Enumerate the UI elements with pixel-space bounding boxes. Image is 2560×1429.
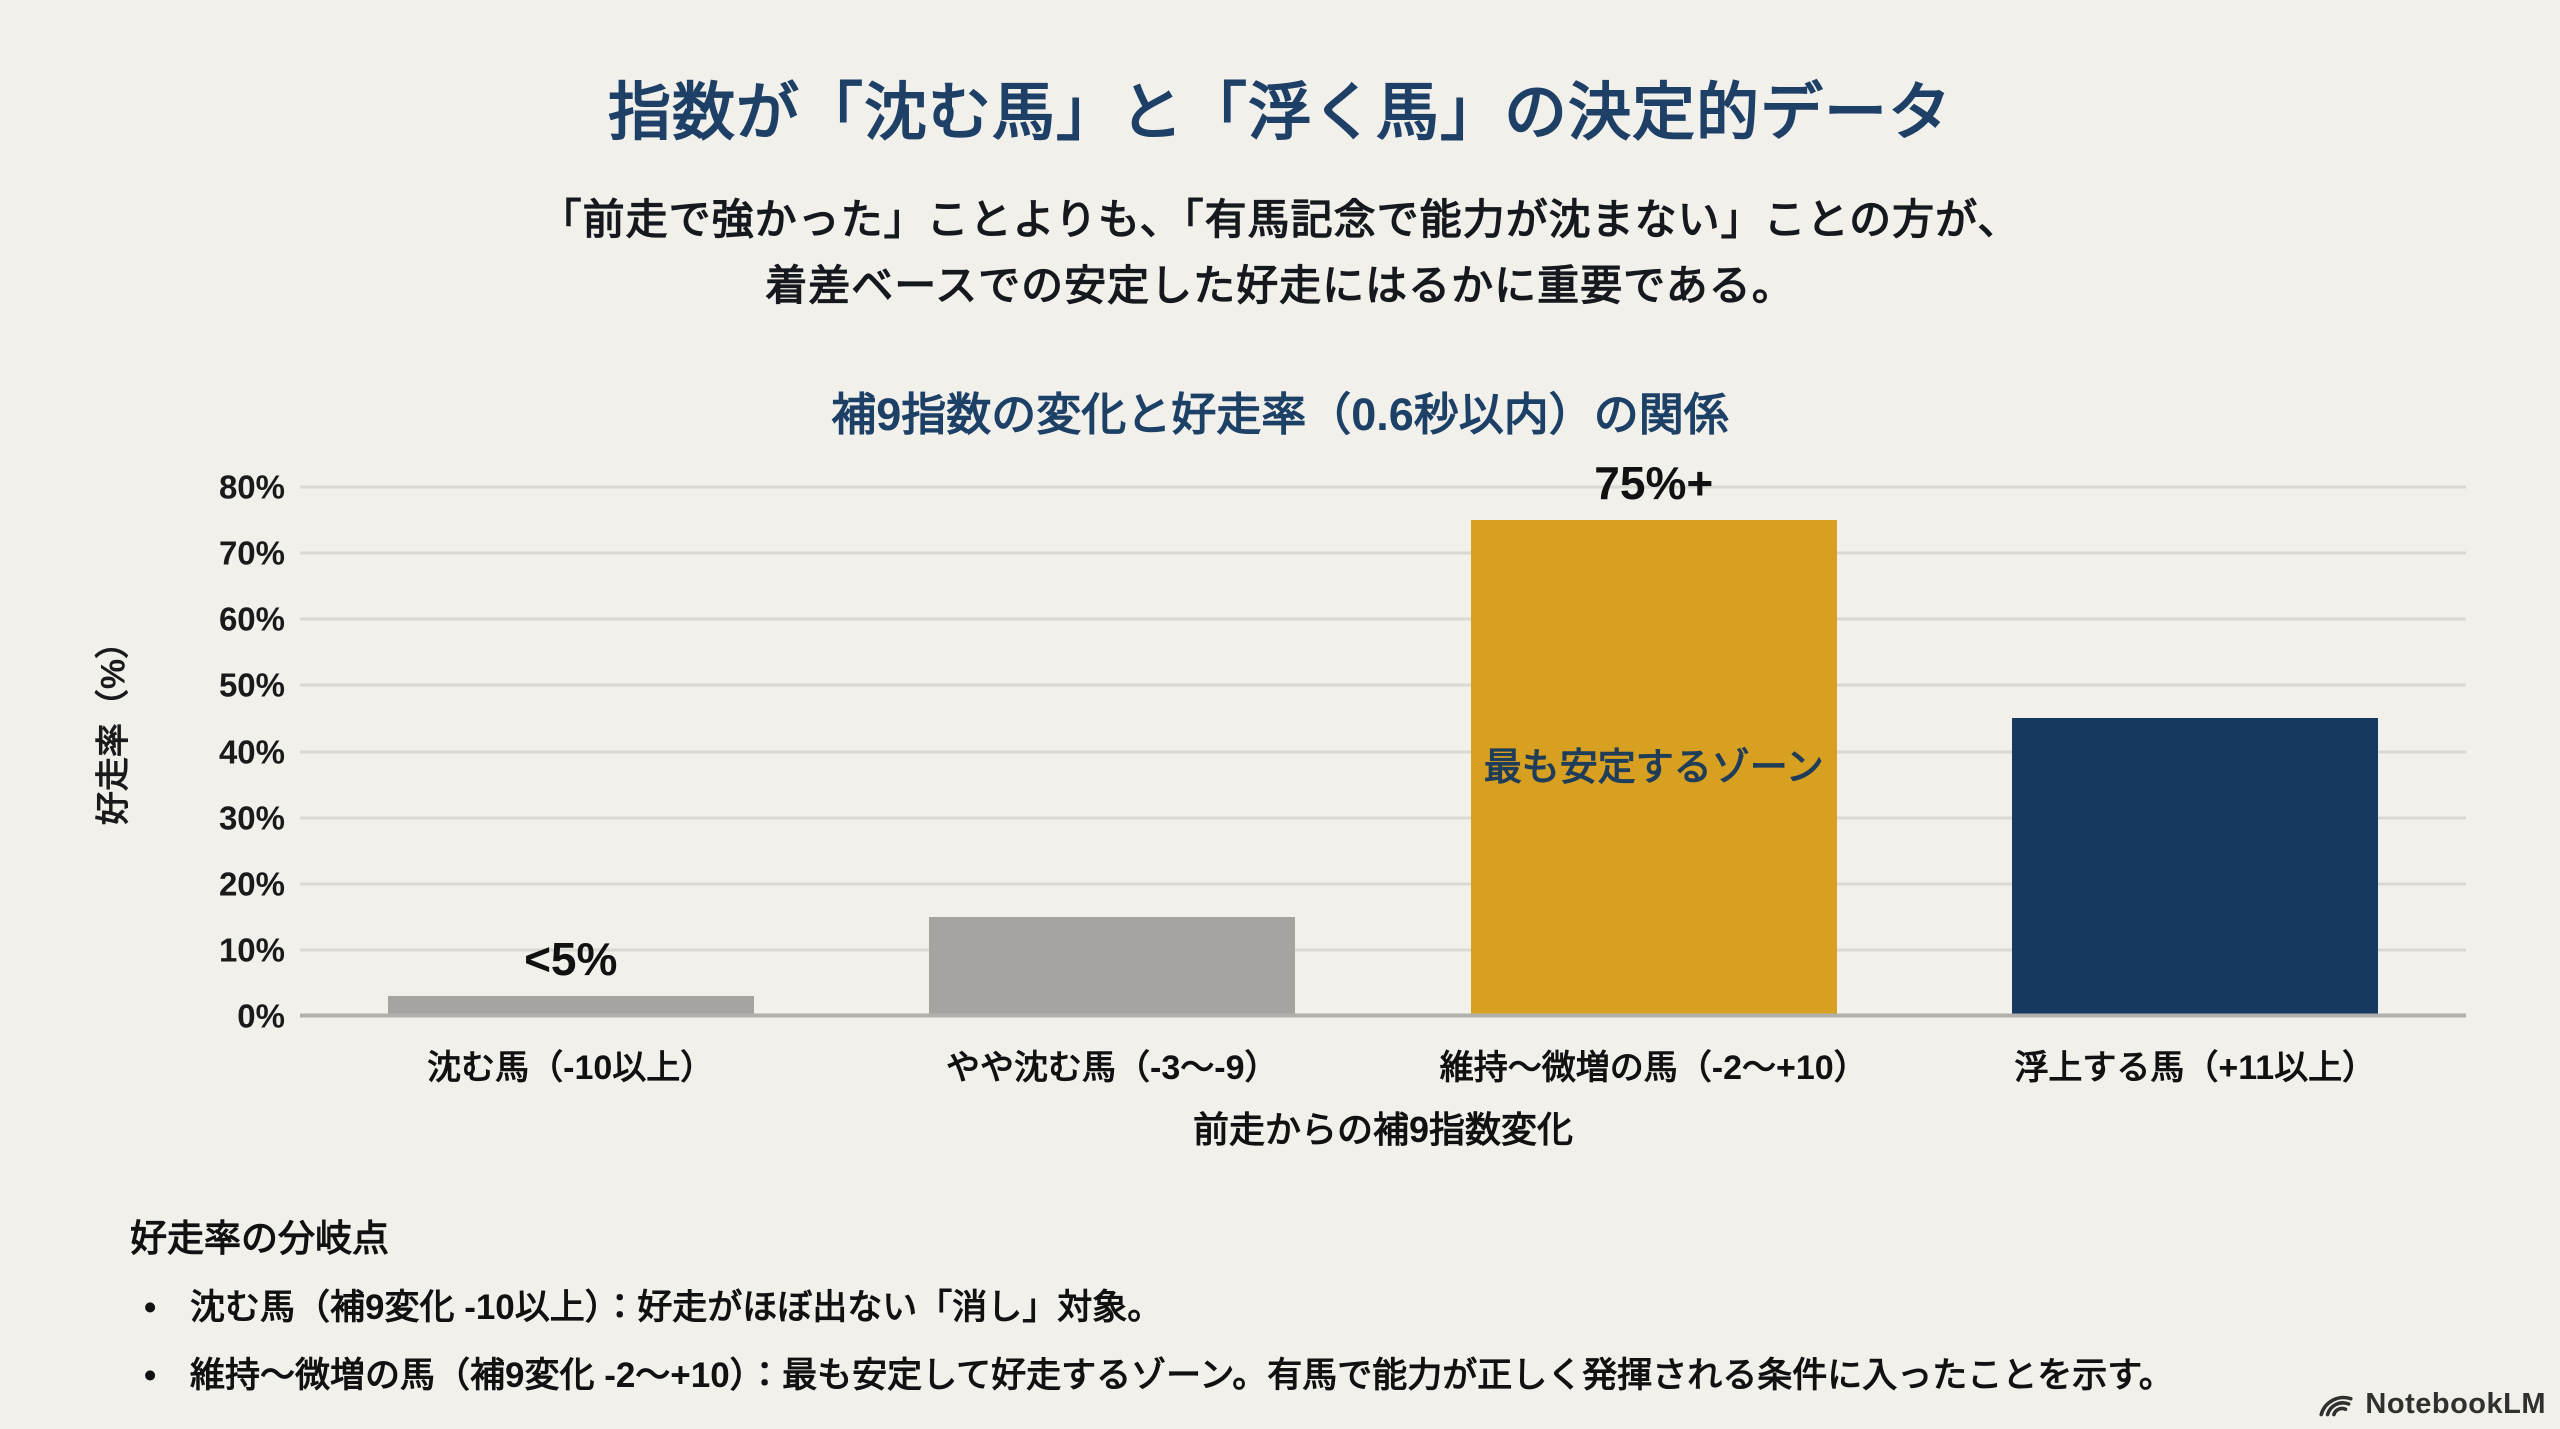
bar-cell: 75%+ 最も安定するゾーン [1383, 460, 1925, 1016]
bars-layer: <5% 75%+ 最も安定するゾーン [300, 460, 2467, 1016]
bar-cell [1925, 487, 2467, 1016]
y-tick-label: 20% [218, 865, 285, 903]
gridline [300, 816, 2466, 820]
y-tick-label: 10% [218, 931, 285, 969]
bar-value-label: <5% [524, 933, 618, 986]
gridline [300, 750, 2466, 753]
notebooklm-icon [2317, 1387, 2355, 1421]
y-tick-label: 40% [218, 733, 285, 770]
category-label-4: 浮上する馬（+11以上） [2014, 1049, 2377, 1087]
subtitle-line-2: 着差ベースでの安定した好走にはるかに重要である。 [765, 264, 1795, 310]
y-tick-column: 0% 10% 20% 30% 40% 50% 60% 70% 80% [140, 471, 285, 1033]
category-label-2: やや沈む馬（-3〜-9） [946, 1049, 1279, 1087]
category-label-1: 沈む馬（-10以上） [427, 1049, 715, 1087]
note-bullet-1: • 沈む馬（補9変化 -10以上）：好走がほぼ出ない「消し」対象。 [130, 1286, 2490, 1330]
gridline [300, 551, 2466, 555]
y-tick-label: 60% [218, 600, 285, 638]
bar-3 [1470, 520, 1837, 1016]
bar-inner-label: 最も安定するゾーン [1483, 747, 1824, 790]
note-bullet-2: • 維持〜微増の馬（補9変化 -2〜+10）：最も安定して好走するゾーン。有馬で… [130, 1354, 2490, 1398]
bar-cell [842, 487, 1384, 1016]
y-tick-label: 30% [218, 799, 285, 837]
notebooklm-watermark: NotebookLM [2317, 1384, 2546, 1424]
y-tick-label: 80% [218, 468, 285, 506]
page-title: 指数が「沈む馬」と「浮く馬」の決定的データ [608, 78, 1952, 148]
bullet-marker: • [144, 1288, 157, 1327]
category-label-3: 維持〜微増の馬（-2〜+10） [1439, 1049, 1868, 1087]
gridline [300, 485, 2466, 489]
category-label-row: 沈む馬（-10以上） やや沈む馬（-3〜-9） 維持〜微増の馬（-2〜+10） 浮上す… [300, 1040, 2466, 1089]
x-axis-title: 前走からの補9指数変化 [1192, 1109, 1574, 1150]
chart-title: 補9指数の変化と好走率（0.6秒以内）の関係 [831, 389, 1729, 440]
gridline [300, 882, 2466, 886]
notebooklm-label: NotebookLM [2365, 1387, 2546, 1420]
notes-section: 好走率の分岐点 • 沈む馬（補9変化 -10以上）：好走がほぼ出ない「消し」対象… [130, 1208, 2490, 1398]
bar-1 [387, 996, 754, 1016]
gridline [300, 617, 2466, 621]
y-tick-label: 50% [218, 666, 285, 704]
bar-cell: <5% [300, 487, 842, 1016]
y-tick-label: 70% [218, 534, 285, 572]
note-bullet-2-text: 維持〜微増の馬（補9変化 -2〜+10）：最も安定して好走するゾーン。有馬で能力… [190, 1355, 2174, 1395]
bullet-marker: • [144, 1355, 157, 1395]
subtitle-line-1: 「前走で強かった」ことよりも、「有馬記念で能力が沈まない」ことの方が、 [539, 198, 2021, 244]
y-tick-label: 0% [237, 997, 285, 1035]
gridline [300, 1013, 2466, 1018]
note-bullet-1-text: 沈む馬（補9変化 -10以上）：好走がほぼ出ない「消し」対象。 [190, 1288, 1163, 1327]
gridline [300, 948, 2466, 952]
bar-2 [929, 916, 1296, 1016]
notes-heading: 好走率の分岐点 [130, 1218, 389, 1259]
bar-4 [2012, 718, 2379, 1016]
bar-value-label: 75%+ [1594, 457, 1714, 510]
gridline [300, 683, 2466, 687]
plot-area: <5% 75%+ 最も安定するゾーン [300, 460, 2467, 1018]
